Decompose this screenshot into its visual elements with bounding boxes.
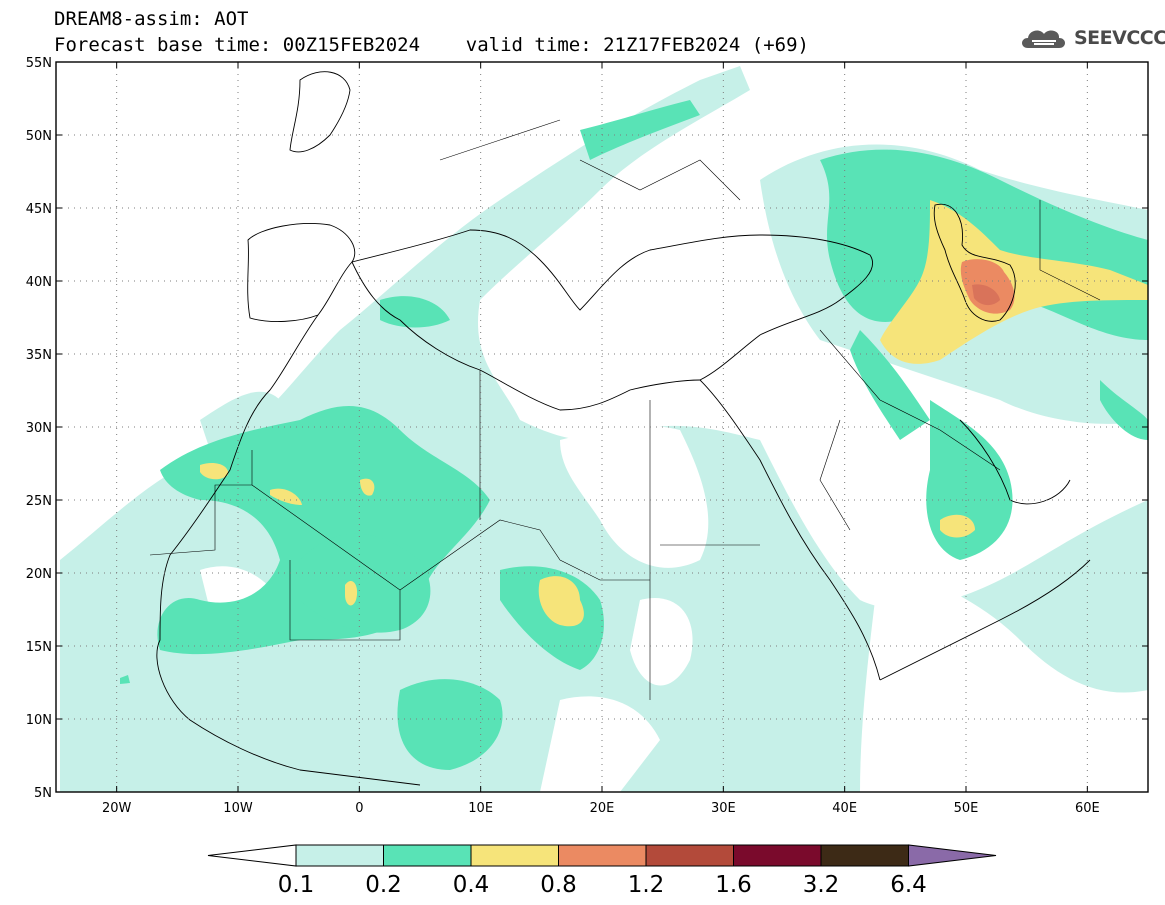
colorbar-label: 0.8 (540, 872, 577, 898)
forecast-times: Forecast base time: 00Z15FEB2024 valid t… (54, 34, 809, 56)
aot-contour-1.0 (972, 284, 1000, 306)
lat-label: 10N (26, 713, 52, 728)
colorbar-label: 0.4 (453, 872, 490, 898)
colorbar-swatch (295, 844, 384, 867)
aot-contour-0.4 (200, 200, 1148, 627)
colorbar-swatch (558, 844, 647, 867)
map-title: DREAM8-assim: AOT (54, 8, 249, 30)
lat-label: 40N (26, 275, 52, 290)
latitude-labels: 55N 50N 45N 40N 35N 30N 25N 20N 15N 10N 5N (26, 56, 52, 801)
longitude-labels: 20W 10W 0 10E 20E 30E 40E 50E 60E (102, 801, 1100, 816)
axis-ticks (56, 61, 1148, 793)
lat-label: 20N (26, 567, 52, 582)
colorbar-swatch (733, 844, 822, 867)
colorbar-swatch (470, 844, 559, 867)
aot-contour-0.8 (960, 259, 1015, 314)
colorbar-label: 0.2 (365, 872, 402, 898)
colorbar-label: 3.2 (803, 872, 840, 898)
lon-label: 20E (590, 801, 615, 816)
cloud-icon (1022, 30, 1065, 48)
seevccc-logo: SEEVCCC (1018, 24, 1165, 52)
lon-label: 30E (711, 801, 736, 816)
colorbar-swatch (645, 844, 734, 867)
colorbar-label: 1.6 (715, 872, 752, 898)
aot-field (60, 66, 1148, 792)
lat-label: 25N (26, 494, 52, 509)
coastlines (156, 71, 1091, 786)
lon-label: 60E (1075, 801, 1100, 816)
caspian-sea (933, 203, 1016, 322)
lat-label: 30N (26, 421, 52, 436)
lat-label: 5N (34, 786, 52, 801)
lon-label: 0 (355, 801, 363, 816)
colorbar-label: 0.1 (278, 872, 315, 898)
aot-low-areas (200, 425, 1148, 792)
logo-text: SEEVCCC (1074, 27, 1165, 49)
lon-label: 50E (954, 801, 979, 816)
colorbar: 0.1 0.2 0.4 0.8 1.2 1.6 3.2 6.4 (207, 844, 997, 898)
lat-label: 55N (26, 56, 52, 71)
lat-label: 45N (26, 202, 52, 217)
lat-label: 15N (26, 640, 52, 655)
colorbar-over-arrow (908, 844, 997, 867)
lon-label: 10W (223, 801, 253, 816)
country-borders (149, 119, 1101, 700)
colorbar-swatch (383, 844, 472, 867)
colorbar-label: 6.4 (890, 872, 927, 898)
colorbar-under-arrow (207, 844, 297, 867)
lon-label: 40E (832, 801, 857, 816)
lon-label: 20W (102, 801, 132, 816)
lat-label: 35N (26, 348, 52, 363)
lat-label: 50N (26, 129, 52, 144)
lon-label: 10E (468, 801, 493, 816)
colorbar-label: 1.2 (628, 872, 665, 898)
colorbar-swatch (820, 844, 909, 867)
